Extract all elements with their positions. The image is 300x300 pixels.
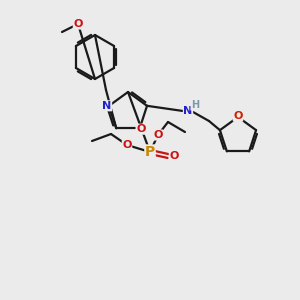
Text: O: O (122, 140, 132, 150)
Text: O: O (153, 130, 163, 140)
Text: O: O (233, 111, 243, 121)
Text: N: N (102, 101, 112, 111)
Text: H: H (191, 100, 199, 110)
Text: P: P (145, 145, 155, 159)
Text: O: O (136, 124, 146, 134)
Text: N: N (183, 106, 193, 116)
Text: O: O (169, 151, 179, 161)
Text: O: O (73, 19, 83, 29)
